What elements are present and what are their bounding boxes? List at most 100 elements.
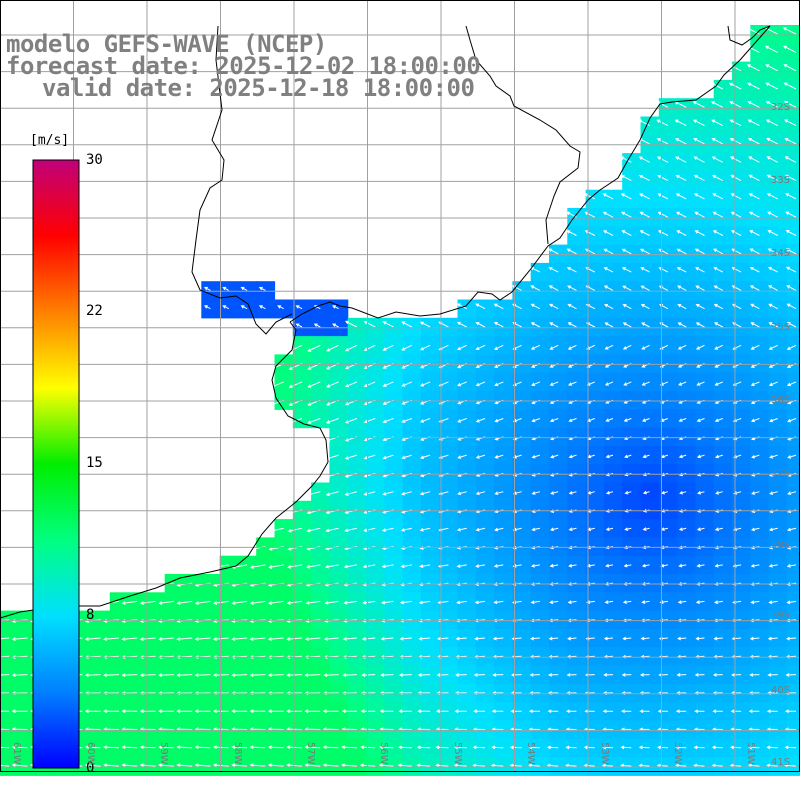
- speed-cell: [750, 226, 769, 245]
- speed-cell: [311, 556, 330, 575]
- speed-cell: [275, 354, 294, 373]
- speed-cell: [439, 409, 458, 428]
- speed-cell: [329, 373, 348, 392]
- speed-cell: [531, 483, 550, 502]
- speed-cell: [549, 245, 568, 264]
- speed-cell: [549, 428, 568, 447]
- speed-cell: [714, 739, 733, 758]
- speed-cell: [384, 446, 403, 465]
- speed-cell: [421, 556, 440, 575]
- speed-cell: [677, 464, 696, 483]
- speed-cell: [275, 519, 294, 538]
- speed-cell: [714, 300, 733, 319]
- speed-cell: [714, 519, 733, 538]
- speed-cell: [458, 300, 477, 319]
- speed-cell: [275, 757, 294, 776]
- speed-cell: [384, 574, 403, 593]
- speed-cell: [348, 409, 367, 428]
- speed-cell: [641, 446, 660, 465]
- speed-cell: [384, 354, 403, 373]
- speed-cell: [677, 537, 696, 556]
- speed-cell: [256, 556, 275, 575]
- speed-cell: [750, 483, 769, 502]
- speed-cell: [622, 245, 641, 264]
- speed-cell: [384, 464, 403, 483]
- speed-cell: [476, 354, 495, 373]
- speed-cell: [421, 739, 440, 758]
- speed-cell: [458, 574, 477, 593]
- speed-cell: [0, 720, 19, 739]
- speed-cell: [695, 300, 714, 319]
- speed-cell: [329, 537, 348, 556]
- speed-cell: [769, 300, 788, 319]
- speed-cell: [714, 318, 733, 337]
- speed-cell: [92, 720, 111, 739]
- speed-cell: [439, 574, 458, 593]
- speed-cell: [787, 354, 800, 373]
- speed-cell: [750, 391, 769, 410]
- speed-cell: [677, 281, 696, 300]
- speed-cell: [329, 720, 348, 739]
- speed-cell: [458, 592, 477, 611]
- speed-cell: [329, 739, 348, 758]
- speed-cell: [549, 464, 568, 483]
- speed-cell: [714, 501, 733, 520]
- speed-cell: [512, 281, 531, 300]
- speed-cell: [750, 446, 769, 465]
- speed-cell: [695, 446, 714, 465]
- speed-cell: [750, 153, 769, 172]
- lon-label: 57W: [305, 742, 316, 765]
- speed-cell: [275, 739, 294, 758]
- speed-cell: [567, 428, 586, 447]
- speed-cell: [714, 135, 733, 154]
- speed-cell: [787, 263, 800, 282]
- speed-cell: [750, 336, 769, 355]
- speed-cell: [714, 446, 733, 465]
- speed-cell: [622, 428, 641, 447]
- speed-cell: [549, 409, 568, 428]
- speed-cell: [201, 300, 220, 319]
- lon-label: 58W: [232, 742, 243, 765]
- speed-cell: [348, 501, 367, 520]
- speed-cell: [750, 135, 769, 154]
- speed-cell: [769, 226, 788, 245]
- speed-cell: [641, 464, 660, 483]
- speed-cell: [567, 720, 586, 739]
- colorbar: [33, 160, 79, 768]
- lon-label: 61W: [11, 742, 22, 765]
- speed-cell: [348, 720, 367, 739]
- speed-cell: [293, 336, 312, 355]
- speed-cell: [604, 245, 623, 264]
- speed-cell: [695, 171, 714, 190]
- lon-label: 55W: [452, 742, 463, 765]
- speed-cell: [641, 537, 660, 556]
- speed-cell: [146, 592, 165, 611]
- speed-cell: [403, 428, 422, 447]
- lon-label: 60W: [85, 742, 96, 765]
- speed-cell: [403, 318, 422, 337]
- speed-cell: [714, 428, 733, 447]
- speed-cell: [549, 501, 568, 520]
- speed-cell: [403, 501, 422, 520]
- colorbar-gradient: [33, 160, 79, 768]
- speed-cell: [403, 409, 422, 428]
- speed-cell: [275, 720, 294, 739]
- speed-cell: [695, 373, 714, 392]
- speed-cell: [641, 281, 660, 300]
- speed-cell: [403, 336, 422, 355]
- speed-cell: [677, 446, 696, 465]
- speed-cell: [256, 300, 275, 319]
- speed-cell: [622, 391, 641, 410]
- speed-cell: [220, 574, 239, 593]
- speed-cell: [403, 373, 422, 392]
- speed-cell: [567, 208, 586, 227]
- speed-cell: [604, 336, 623, 355]
- speed-cell: [366, 464, 385, 483]
- speed-cell: [494, 336, 513, 355]
- speed-cell: [329, 483, 348, 502]
- speed-cell: [494, 391, 513, 410]
- speed-cell: [329, 300, 348, 319]
- speed-cell: [421, 501, 440, 520]
- speed-cell: [641, 739, 660, 758]
- colorbar-tick: 15: [86, 455, 103, 471]
